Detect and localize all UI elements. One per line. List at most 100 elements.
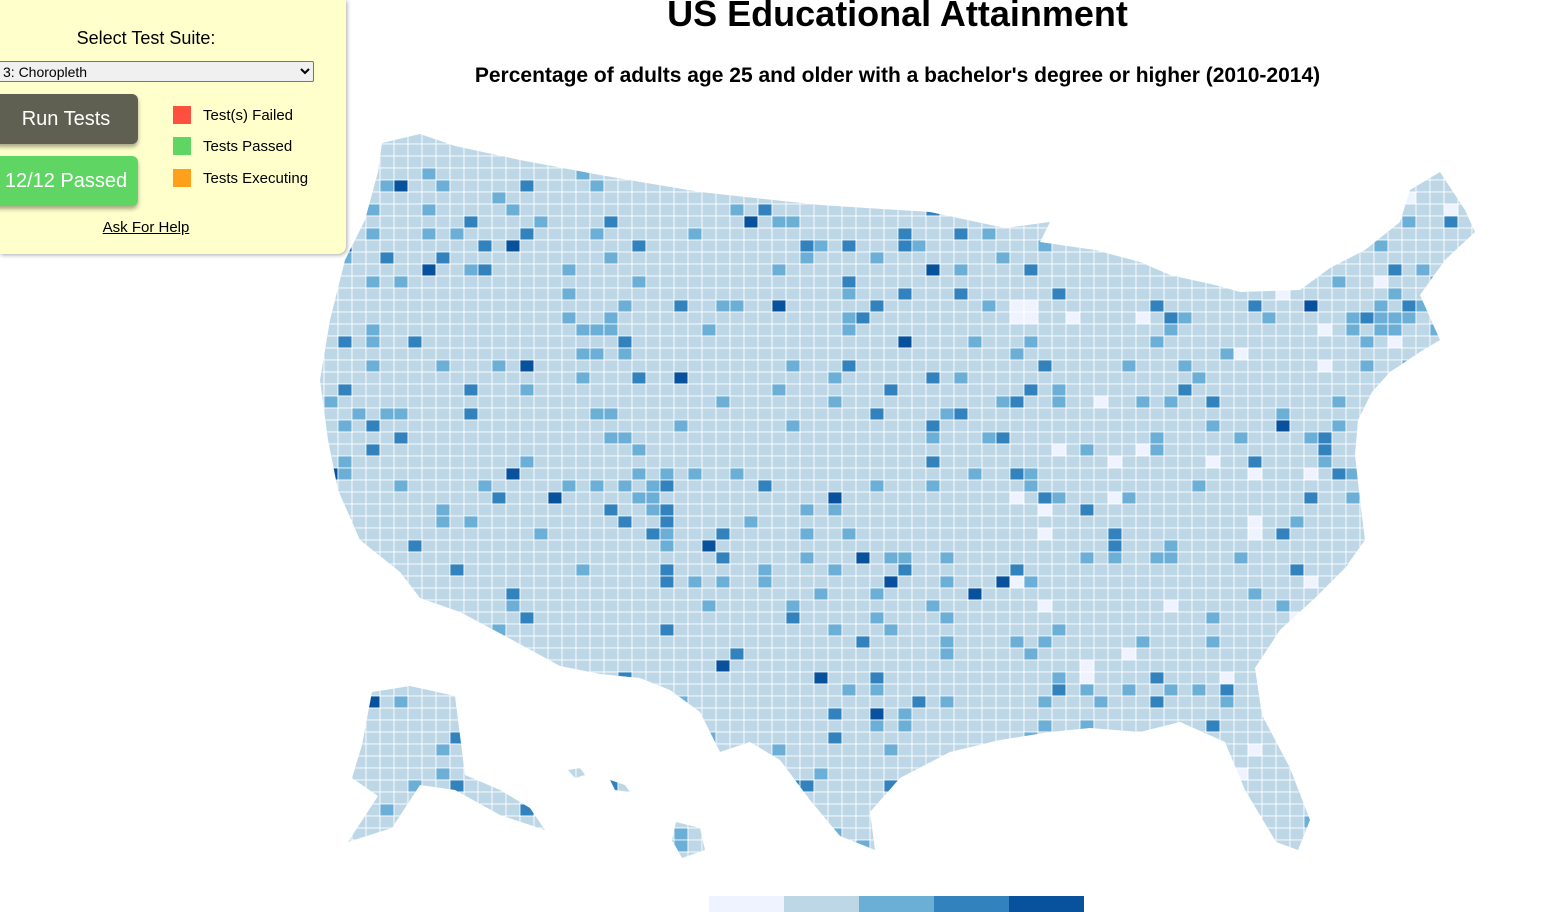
county-cell [981, 134, 997, 145]
county-cell [841, 803, 857, 817]
county-cell [813, 491, 829, 505]
county-cell [925, 431, 941, 445]
county-cell [1009, 731, 1025, 745]
county-cell [729, 143, 745, 157]
county-cell [715, 167, 731, 181]
county-cell [1429, 623, 1445, 637]
county-cell [547, 275, 563, 289]
county-cell [365, 551, 381, 565]
county-cell [771, 359, 787, 373]
county-cell [673, 227, 689, 241]
county-cell [1108, 120, 1122, 132]
county-cell [1079, 815, 1095, 829]
county-cell [1457, 575, 1473, 589]
county-cell [813, 527, 829, 541]
county-cell [897, 575, 913, 589]
county-cell [1037, 335, 1053, 349]
county-cell [1135, 215, 1151, 229]
county-cell [547, 539, 563, 553]
county-cell [491, 575, 507, 589]
county-cell [1149, 815, 1165, 829]
county-cell [449, 371, 465, 385]
county-cell [1261, 575, 1277, 589]
county-cell [1205, 503, 1221, 517]
county-cell [967, 215, 983, 229]
county-cell [897, 311, 913, 325]
county-cell [1471, 671, 1475, 685]
county-cell [1163, 659, 1179, 673]
county-cell [1163, 251, 1179, 265]
county-cell [1191, 599, 1207, 613]
county-cell [981, 179, 997, 193]
county-cell [449, 527, 465, 541]
county-cell [673, 575, 689, 589]
county-cell [1331, 587, 1347, 601]
county-cell [1261, 359, 1277, 373]
county-cell [1065, 611, 1081, 625]
county-cell [1373, 599, 1389, 613]
county-cell [449, 491, 465, 505]
county-cell [869, 155, 885, 169]
county-cell [1037, 431, 1053, 445]
county-cell [1373, 611, 1389, 625]
county-cell [351, 395, 367, 409]
county-cell [1177, 383, 1193, 397]
county-cell [659, 203, 675, 217]
county-cell [1415, 587, 1431, 601]
county-cell [575, 191, 591, 205]
county-cell [1135, 803, 1151, 817]
county-cell [1219, 467, 1235, 481]
county-cell [897, 167, 913, 181]
county-cell [1149, 215, 1165, 229]
county-cell [771, 707, 787, 721]
county-cell [1472, 120, 1486, 132]
county-cell [1023, 239, 1039, 253]
county-cell [1387, 515, 1403, 529]
county-cell [659, 611, 675, 625]
county-cell [351, 479, 367, 493]
county-cell [981, 215, 997, 229]
county-cell [771, 611, 787, 625]
county-cell [449, 635, 465, 649]
county-cell [477, 479, 493, 493]
county-cell [645, 371, 661, 385]
county-cell [421, 227, 437, 241]
county-cell [799, 803, 815, 817]
county-cell [785, 215, 801, 229]
county-cell [1093, 359, 1109, 373]
county-cell [1415, 467, 1431, 481]
county-cell [827, 731, 843, 745]
county-cell [925, 515, 941, 529]
county-cell [897, 503, 913, 517]
county-cell [1107, 803, 1123, 817]
county-cell [477, 455, 493, 469]
county-cell [1248, 120, 1262, 132]
county-cell [995, 191, 1011, 205]
county-cell [351, 719, 367, 733]
county-cell [449, 215, 465, 229]
county-cell [771, 143, 787, 157]
county-cell [729, 134, 745, 145]
county-cell [1387, 287, 1403, 301]
county-cell [533, 443, 549, 457]
county-cell [897, 587, 913, 601]
county-cell [589, 539, 605, 553]
county-cell [1051, 719, 1067, 733]
county-cell [855, 431, 871, 445]
county-cell [785, 431, 801, 445]
county-cell [1261, 275, 1277, 289]
county-cell [1247, 671, 1263, 685]
county-cell [463, 407, 479, 421]
county-cell [715, 383, 731, 397]
county-cell [1415, 575, 1431, 589]
county-cell [1093, 347, 1109, 361]
county-cell [1219, 443, 1235, 457]
county-cell [365, 707, 381, 721]
county-cell [1233, 167, 1249, 181]
county-cell [547, 155, 563, 169]
county-cell [1429, 455, 1445, 469]
county-cell [407, 779, 423, 793]
county-cell [379, 299, 395, 313]
county-cell [320, 299, 325, 313]
county-cell [1149, 311, 1165, 325]
